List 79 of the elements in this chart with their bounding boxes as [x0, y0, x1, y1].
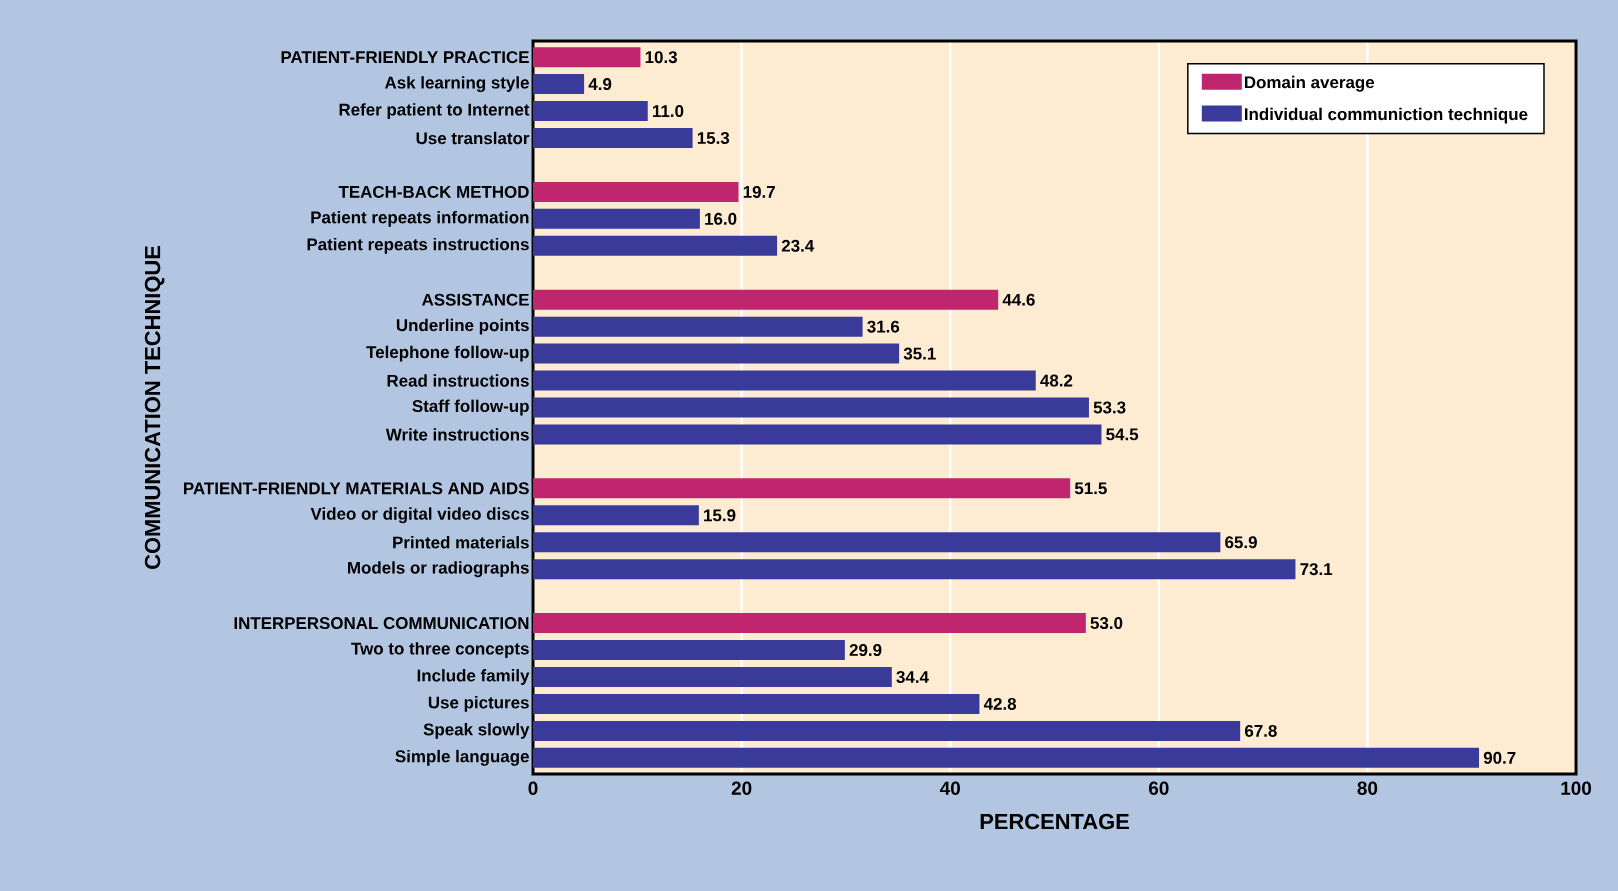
- bar: [533, 505, 699, 526]
- bar: [533, 532, 1221, 553]
- data-label: 42.8: [983, 697, 1017, 710]
- bar: [533, 101, 648, 122]
- x-tick-label: 100: [1561, 781, 1592, 795]
- bar: [533, 397, 1089, 418]
- x-tick-label: 20: [731, 781, 752, 795]
- y-tick-label: Models or radiographs: [348, 561, 529, 578]
- data-label: 48.2: [1040, 374, 1073, 387]
- data-label: 44.6: [1002, 293, 1035, 306]
- x-tick-label: 80: [1357, 781, 1378, 795]
- y-tick-label: Video or digital video discs: [310, 507, 529, 524]
- y-tick-label: Telephone follow-up: [366, 345, 529, 362]
- y-tick-label: Read instructions: [387, 374, 529, 387]
- y-tick-label: Two to three concepts: [351, 642, 529, 658]
- data-label: 15.3: [697, 132, 730, 145]
- data-label: 19.7: [743, 185, 775, 198]
- legend-label: Domain average: [1244, 75, 1375, 92]
- data-label: 54.5: [1106, 428, 1139, 441]
- y-tick-label: Ask learning style: [384, 76, 529, 93]
- bar: [533, 343, 900, 364]
- y-tick-label: Use pictures: [428, 696, 529, 712]
- y-tick-label: Patient repeats information: [311, 210, 529, 227]
- data-label: 29.9: [849, 644, 882, 657]
- bar: [533, 370, 1036, 391]
- y-tick-label: Write instructions: [385, 428, 529, 441]
- y-tick-label: Simple language: [395, 749, 529, 766]
- bar: [533, 640, 845, 661]
- data-label: 35.1: [903, 347, 936, 360]
- x-tick-label: 60: [1148, 781, 1169, 795]
- y-tick-label: Patient repeats instructions: [307, 237, 529, 254]
- data-label: 90.7: [1483, 751, 1516, 764]
- bar: [533, 559, 1296, 580]
- data-label: 10.3: [645, 51, 677, 64]
- data-label: 53.3: [1093, 401, 1126, 414]
- bar: [533, 74, 585, 95]
- data-label: 67.8: [1245, 724, 1277, 737]
- bar: [533, 208, 700, 229]
- data-label: 65.9: [1225, 536, 1257, 549]
- data-label: 51.5: [1074, 482, 1107, 495]
- bar: [533, 666, 892, 687]
- y-tick-label: PATIENT-FRIENDLY PRACTICE: [281, 51, 529, 64]
- y-tick-label: Underline points: [396, 318, 529, 335]
- y-tick-label: Include family: [417, 669, 530, 685]
- bar: [533, 289, 999, 310]
- bar: [533, 316, 863, 337]
- y-tick-label: Staff follow-up: [412, 399, 529, 416]
- legend-label: Individual communiction technique: [1244, 107, 1528, 124]
- y-tick-label: Speak slowly: [423, 723, 530, 739]
- x-tick-label: 0: [528, 781, 538, 795]
- y-tick-label: TEACH-BACK METHOD: [338, 185, 529, 198]
- y-tick-label: Refer patient to Internet: [339, 103, 530, 119]
- y-tick-label: Printed materials: [393, 536, 529, 549]
- bar: [533, 478, 1071, 499]
- bar: [533, 235, 778, 256]
- data-label: 15.9: [704, 509, 736, 522]
- y-axis-title: COMMUNICATION TECHNIQUE: [144, 246, 165, 569]
- bar: [533, 128, 693, 149]
- bar: [533, 693, 980, 714]
- bar: [533, 613, 1086, 634]
- x-axis-title: PERCENTAGE: [980, 813, 1129, 830]
- y-tick-label: ASSISTANCE: [422, 293, 529, 306]
- data-label: 53.0: [1090, 617, 1123, 630]
- data-label: 34.4: [896, 670, 929, 683]
- data-label: 31.6: [867, 320, 900, 333]
- bar: [533, 747, 1480, 768]
- data-label: 4.9: [588, 78, 612, 91]
- data-label: 16.0: [705, 212, 737, 225]
- y-tick-label: Use translator: [416, 131, 530, 145]
- x-tick-label: 40: [939, 781, 960, 795]
- data-label: 73.1: [1300, 563, 1333, 576]
- y-tick-label: INTERPERSONAL COMMUNICATION: [234, 617, 529, 630]
- bar: [533, 720, 1241, 741]
- data-label: 11.0: [653, 105, 684, 118]
- bar: [533, 181, 739, 202]
- data-label: 23.4: [781, 239, 815, 252]
- y-tick-label: PATIENT-FRIENDLY MATERIALS AND AIDS: [184, 482, 529, 495]
- bar: [533, 424, 1102, 445]
- bar: [533, 47, 641, 68]
